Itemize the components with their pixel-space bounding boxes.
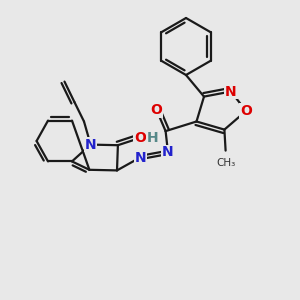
Text: N: N bbox=[162, 146, 174, 159]
Text: CH₃: CH₃ bbox=[216, 158, 235, 168]
Text: N: N bbox=[85, 138, 96, 152]
Text: N: N bbox=[134, 151, 146, 164]
Text: O: O bbox=[240, 104, 252, 118]
Text: O: O bbox=[151, 103, 163, 117]
Text: O: O bbox=[134, 131, 146, 145]
Text: H: H bbox=[147, 131, 159, 145]
Text: N: N bbox=[225, 85, 237, 98]
